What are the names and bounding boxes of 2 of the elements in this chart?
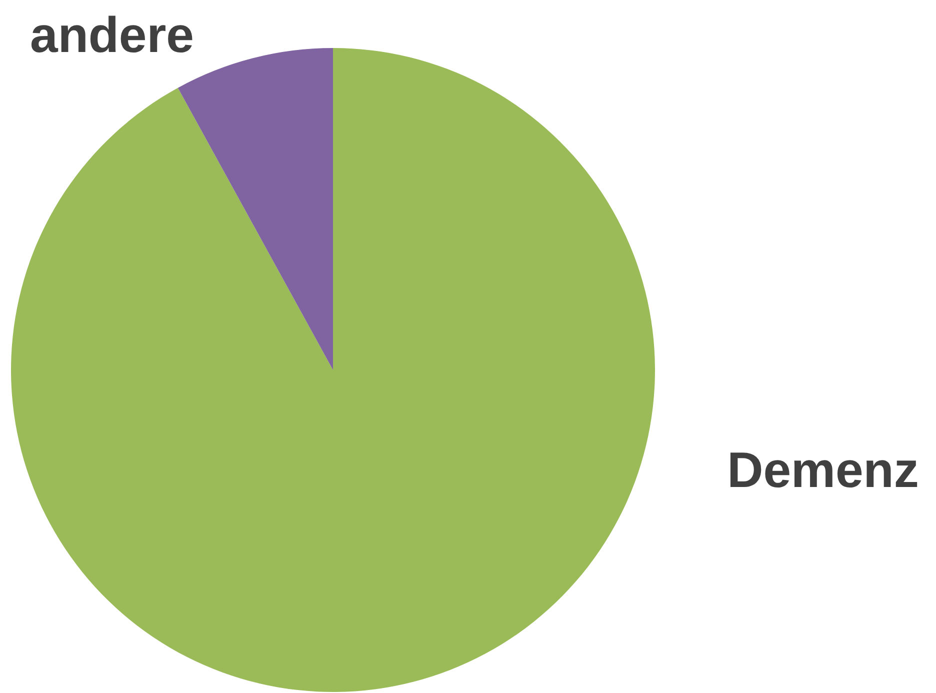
slice-label: andere <box>30 7 194 63</box>
slice-label: Demenz <box>727 442 919 498</box>
